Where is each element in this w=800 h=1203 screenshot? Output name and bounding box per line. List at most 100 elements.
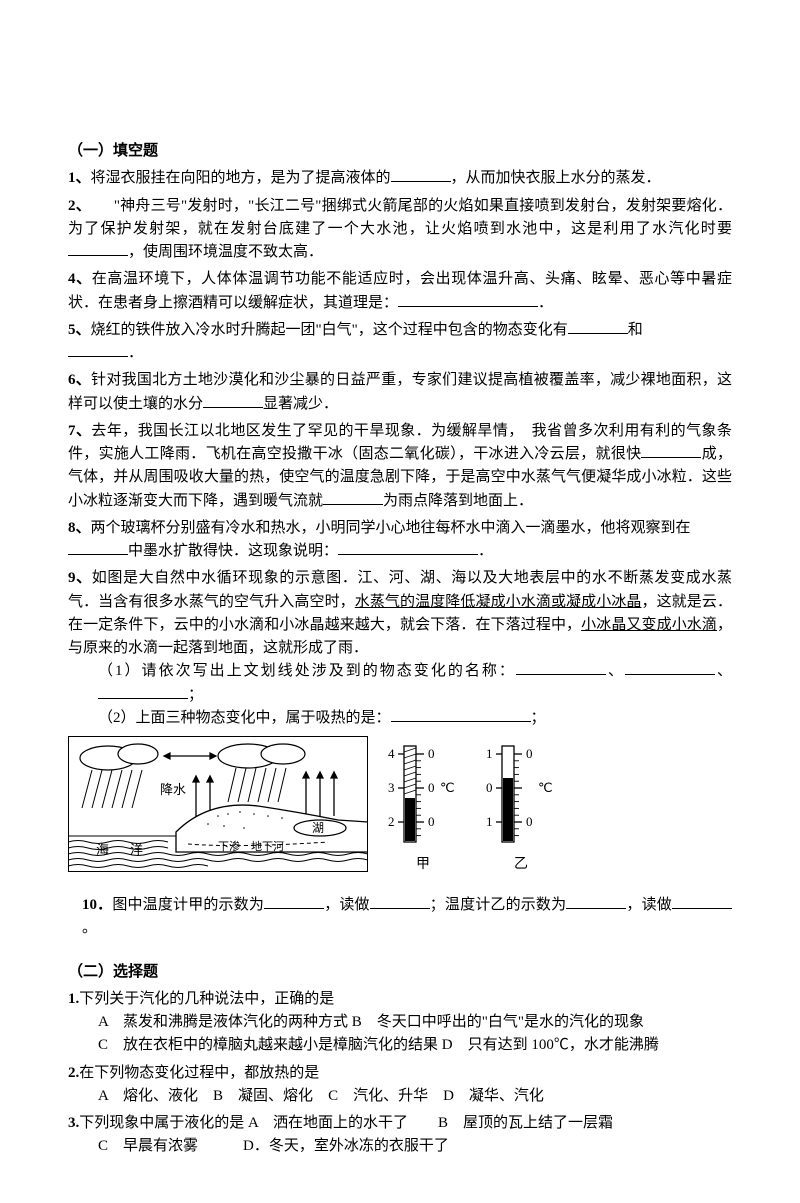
q4-num: 4、 <box>68 271 92 287</box>
b3-num: 3. <box>68 1115 79 1131</box>
q7-blank1 <box>641 444 701 459</box>
question-9: 9、如图是大自然中水循环现象的示意图．江、河、湖、海以及大地表层中的水不断蒸发变… <box>68 567 732 730</box>
q5-num: 5、 <box>68 322 91 338</box>
question-2: 2、 "神舟三号"发射时，"长江二号"捆绑式火箭尾部的火焰如果直接喷到发射台，发… <box>68 195 732 265</box>
q1-t2: ，从而加快衣服上水分的蒸发． <box>451 170 661 186</box>
thermometer-block: 4 3 2 <box>388 736 556 876</box>
question-5: 5、烧红的铁件放入冷水时升腾起一团"白气"，这个过程中包含的物态变化有 和 ． <box>68 319 732 366</box>
tick-3: 3 <box>388 780 395 795</box>
unit-right: ℃ <box>538 780 553 795</box>
lake-label: 湖 <box>312 820 324 835</box>
q7-num: 7、 <box>68 423 91 439</box>
b1-opts: A 蒸发和沸腾是液体汽化的两种方式 B 冬天口中呼出的"白气"是水的汽化的现象 … <box>68 1011 732 1058</box>
q5-t3: ． <box>128 345 143 361</box>
q9-blank-d <box>391 707 531 722</box>
q9-end1: ； <box>188 687 203 703</box>
q5-t2: 和 <box>628 322 643 338</box>
thermo-right-label: 乙 <box>514 854 528 876</box>
b2-num: 2. <box>68 1065 79 1081</box>
q9-blank-b <box>625 661 715 676</box>
b2-stem: 在下列物态变化过程中，都放热的是 <box>79 1065 319 1081</box>
b3-B: B 屋顶的瓦上结了一层霜 <box>438 1115 613 1131</box>
q7-blank2 <box>323 490 383 505</box>
tick-40: 0 <box>428 746 435 761</box>
b1-A: A 蒸发和沸腾是液体汽化的两种方式 <box>98 1014 348 1030</box>
q9-end2: ； <box>531 710 546 726</box>
q5-t1: 烧红的铁件放入冷水时升腾起一团"白气"，这个过程中包含的物态变化有 <box>91 322 568 338</box>
q10-b1 <box>264 895 324 910</box>
question-10: 10．图中温度计甲的示数为，读做；温度计乙的示数为，读做。 <box>68 894 732 941</box>
figure-row: 降水 <box>68 736 732 886</box>
thermometer-left: 4 3 2 <box>388 742 458 876</box>
water-cycle-diagram: 降水 <box>68 736 368 886</box>
q6-t1: 针对我国北方土地沙漠化和沙尘暴的日益严重，专家们建议提高植被覆盖率，减少裸地面积… <box>68 372 732 411</box>
b1-num: 1. <box>68 991 79 1007</box>
b3-stem: 下列现象中属于液化的是 <box>79 1115 244 1131</box>
q2-t1: "神舟三号"发射时，"长江二号"捆绑式火箭尾部的火焰如果直接喷到发射台，发射架要… <box>68 198 732 237</box>
b3-C: C 早晨有浓雾 <box>98 1138 198 1154</box>
section-a-title: （一）填空题 <box>68 140 732 163</box>
question-7: 7、去年，我国长江以北地区发生了罕见的干旱现象．为缓解旱情， 我省曾多次利用有利… <box>68 420 732 513</box>
q8-t1: 两个玻璃杯分别盛有冷水和热水，小明同学小心地往每杯水中滴入一滴墨水，他将观察到在 <box>91 520 691 536</box>
q9-sub2: （2）上面三种物态变化中，属于吸热的是： ； <box>68 707 732 730</box>
q2-t2: ，使周围环境温度不致太高． <box>128 244 323 260</box>
section-b-title: （二）选择题 <box>68 961 732 984</box>
b3-A: A 洒在地面上的水干了 <box>248 1115 408 1131</box>
rtick-10b: 0 <box>526 814 533 829</box>
q6-num: 6、 <box>68 372 91 388</box>
q10-t4: ，读做 <box>626 897 672 913</box>
tick-4: 4 <box>388 746 395 761</box>
q9-sep2: 、 <box>715 663 732 679</box>
mc-3: 3.下列现象中属于液化的是 A 洒在地面上的水干了 B 屋顶的瓦上结了一层霜 C… <box>68 1112 732 1159</box>
q9-blank-a <box>516 661 606 676</box>
q8-blank1 <box>68 541 128 556</box>
tick-2: 2 <box>388 814 395 829</box>
q6-blank <box>203 393 263 408</box>
b1-B: B 冬天口中呼出的"白气"是水的汽化的现象 <box>352 1014 644 1030</box>
b2-C: C 汽化、升华 <box>328 1088 428 1104</box>
b2-opts: A 熔化、液化 B 凝固、熔化 C 汽化、升华 D 凝华、汽化 <box>68 1085 732 1108</box>
b2-D: D 凝华、汽化 <box>443 1088 544 1104</box>
tick-20: 0 <box>428 814 435 829</box>
q10-t1: 图中温度计甲的示数为 <box>112 897 264 913</box>
q9-u1: 水蒸气的温度降低凝成小水滴或凝成小冰晶 <box>355 594 642 610</box>
b3-D: D．冬天，室外冰冻的衣服干了 <box>243 1138 449 1154</box>
q5-blank1 <box>568 319 628 334</box>
b2-A: A 熔化、液化 <box>98 1088 198 1104</box>
q9-blank-c <box>98 684 188 699</box>
q10-b3 <box>566 895 626 910</box>
thermometer-right: 1 0 1 <box>486 742 556 876</box>
rtick-0: 0 <box>486 780 493 795</box>
b1-C: C 放在衣柜中的樟脑丸越来越小是樟脑汽化的结果 <box>98 1037 438 1053</box>
q2-num: 2、 <box>68 198 83 214</box>
q7-t3: 为雨点降落到地面上． <box>383 493 533 509</box>
q9-sub1a: （1）请依次写出上文划线处涉及到的物态变化的名称： <box>98 663 516 679</box>
b1-D: D 只有达到 100℃，水才能沸腾 <box>442 1037 659 1053</box>
question-6: 6、针对我国北方土地沙漠化和沙尘暴的日益严重，专家们建议提高植被覆盖率，减少裸地… <box>68 369 732 416</box>
q9-sep1: 、 <box>606 663 625 679</box>
q1-blank <box>391 168 451 183</box>
q9-num: 9、 <box>68 570 92 586</box>
question-1: 1、将湿衣服挂在向阳的地方，是为了提高液体的，从而加快衣服上水分的蒸发． <box>68 167 732 190</box>
q8-num: 8、 <box>68 520 91 536</box>
rtick-1a: 1 <box>486 746 493 761</box>
rtick-10a: 0 <box>526 746 533 761</box>
b3-opts2: C 早晨有浓雾 D．冬天，室外冰冻的衣服干了 <box>68 1135 732 1158</box>
q6-t2: 显著减少． <box>263 396 338 412</box>
rtick-1b: 1 <box>486 814 493 829</box>
q9-sub1: （1）请依次写出上文划线处涉及到的物态变化的名称： 、 、 ； <box>68 660 732 707</box>
underground-label: 下渗 地下河 <box>218 839 284 853</box>
question-4: 4、在高温环境下，人体体温调节功能不能适应时，会出现体温升高、头痛、眩晕、恶心等… <box>68 268 732 315</box>
document-page: （一）填空题 1、将湿衣服挂在向阳的地方，是为了提高液体的，从而加快衣服上水分的… <box>0 0 800 1203</box>
q7-t1: 去年，我国长江以北地区发生了罕见的干旱现象．为缓解旱情， 我省曾多次利用有利的气… <box>68 423 732 462</box>
q9-sub2a: （2）上面三种物态变化中，属于吸热的是： <box>98 710 391 726</box>
q4-blank <box>398 292 538 307</box>
spacer <box>68 945 732 961</box>
unit-left: ℃ <box>440 780 455 795</box>
mc-1: 1.下列关于汽化的几种说法中，正确的是 A 蒸发和沸腾是液体汽化的两种方式 B … <box>68 988 732 1058</box>
thermo-left-label: 甲 <box>416 854 430 876</box>
q8-t2: 中墨水扩散得快．这现象说明： <box>128 543 338 559</box>
mc-2: 2.在下列物态变化过程中，都放热的是 A 熔化、液化 B 凝固、熔化 C 汽化、… <box>68 1062 732 1109</box>
q8-blank2 <box>338 541 478 556</box>
question-8: 8、两个玻璃杯分别盛有冷水和热水，小明同学小心地往每杯水中滴入一滴墨水，他将观察… <box>68 517 732 564</box>
